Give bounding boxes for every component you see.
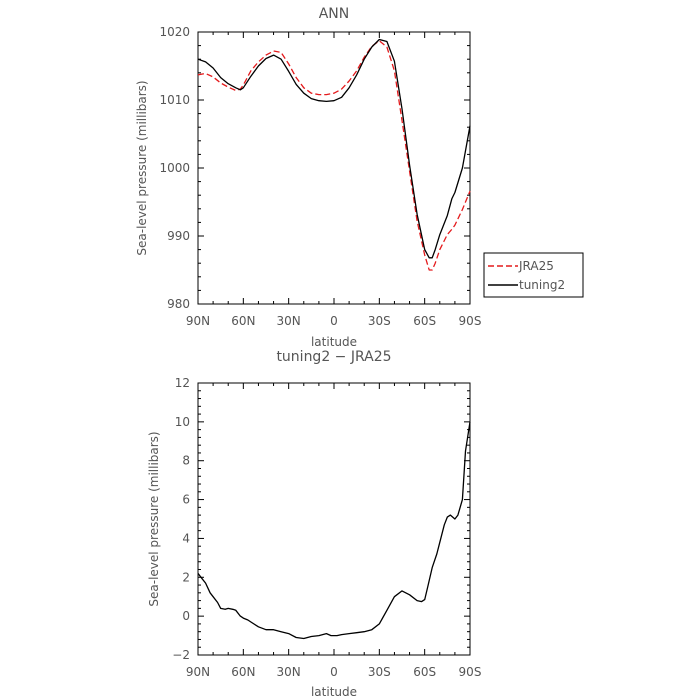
legend: JRA25 tuning2 [483, 252, 584, 298]
top-chart-x-tick-label: 60S [413, 314, 436, 328]
top-chart-series-line-jra25 [197, 40, 471, 271]
legend-box [483, 252, 584, 298]
top-chart-x-tick-label: 60N [231, 314, 255, 328]
top-chart-x-axis-label: latitude [311, 335, 357, 349]
top-chart-panel: ANN 980 990 1000 1010 1020 90N 60N 30N 0 30S 60S 9… [135, 6, 584, 349]
bottom-chart-x-tick-label: 90S [459, 665, 482, 679]
top-chart-y-tick-label: 1010 [159, 93, 190, 107]
top-chart-x-tick-label: 90S [459, 314, 482, 328]
bottom-chart-series-line-difference [197, 421, 471, 640]
bottom-chart-panel: tuning2 − JRA25 −2 0 2 4 6 8 10 12 90N 60N 30N 0 30… [147, 349, 481, 699]
top-chart-y-axis-label: Sea-level pressure (millibars) [135, 80, 149, 255]
bottom-chart-y-tick-label: 2 [182, 570, 190, 584]
bottom-chart-y-tick-label: 4 [182, 531, 190, 545]
bottom-chart-x-tick-label: 0 [330, 665, 338, 679]
legend-label-jra25: JRA25 [518, 259, 554, 273]
bottom-chart-x-tick-label: 60S [413, 665, 436, 679]
bottom-chart-x-tick-label: 30S [368, 665, 391, 679]
top-chart-x-tick-label: 30N [277, 314, 301, 328]
bottom-chart-x-axis-label: latitude [311, 685, 357, 699]
top-chart-series-line-tuning2 [197, 38, 471, 259]
legend-label-tuning2: tuning2 [519, 278, 565, 292]
bottom-chart-y-tick-label: 0 [182, 609, 190, 623]
top-chart-x-tick-label: 90N [186, 314, 210, 328]
bottom-chart-x-tick-label: 30N [277, 665, 301, 679]
bottom-chart-y-tick-label: 12 [175, 376, 190, 390]
top-chart-plot-frame [197, 31, 471, 305]
bottom-chart-y-tick-label: 10 [175, 415, 190, 429]
bottom-chart-x-tick-label: 90N [186, 665, 210, 679]
top-chart-y-tick-label: 990 [167, 229, 190, 243]
bottom-chart-y-axis-label: Sea-level pressure (millibars) [147, 431, 161, 606]
top-chart-y-tick-label: 1020 [159, 25, 190, 39]
bottom-chart-y-tick-label: −2 [172, 648, 190, 662]
top-chart-y-tick-label: 980 [167, 297, 190, 311]
bottom-chart-y-tick-label: 8 [182, 454, 190, 468]
top-chart-title: ANN [319, 6, 350, 22]
bottom-chart-x-tick-label: 60N [231, 665, 255, 679]
bottom-chart-title: tuning2 − JRA25 [276, 349, 391, 365]
bottom-chart-y-tick-label: 6 [182, 493, 190, 507]
top-chart-y-tick-label: 1000 [159, 161, 190, 175]
top-chart-x-tick-label: 0 [330, 314, 338, 328]
top-chart-x-tick-label: 30S [368, 314, 391, 328]
